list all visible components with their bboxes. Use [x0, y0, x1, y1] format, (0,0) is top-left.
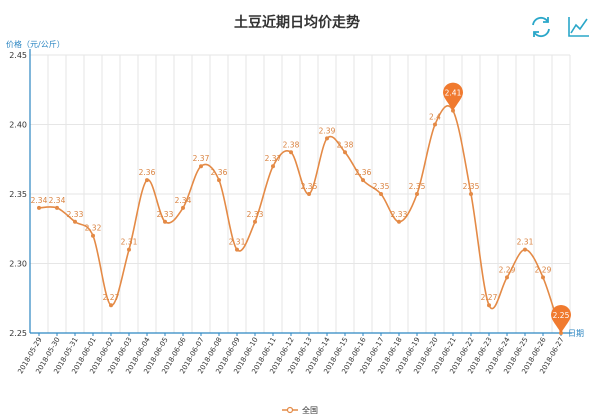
line-chart-icon[interactable]: [566, 14, 592, 40]
legend-label: 全国: [302, 405, 318, 415]
data-point: [235, 247, 239, 252]
data-label: 2.37: [265, 154, 282, 163]
data-point: [325, 136, 329, 141]
data-label: 2.36: [211, 168, 228, 177]
data-label: 2.35: [409, 182, 426, 191]
max-marker-label: 2.41: [445, 89, 462, 98]
data-label: 2.33: [247, 210, 264, 219]
data-label: 2.38: [337, 140, 354, 149]
y-axis-label: 价格（元/公斤）: [6, 39, 65, 49]
data-point: [145, 178, 149, 183]
data-label: 2.36: [355, 168, 372, 177]
legend[interactable]: 全国: [282, 405, 318, 415]
data-label: 2.27: [481, 293, 498, 302]
series-line-全国: [38, 105, 562, 334]
data-label: 2.27: [103, 293, 120, 302]
axis-layer: 2.252.302.352.402.452018-05-292018-05-30…: [9, 49, 572, 375]
data-point: [181, 205, 185, 210]
data-point: [505, 275, 509, 280]
data-point: [109, 303, 113, 308]
data-point: [397, 219, 401, 224]
refresh-icon[interactable]: [528, 14, 554, 40]
data-point: [469, 192, 473, 196]
data-point: [379, 192, 383, 196]
data-label: 2.34: [49, 196, 66, 205]
x-axis-label: 日期: [568, 329, 584, 338]
data-label: 2.31: [121, 238, 138, 247]
data-point: [217, 178, 221, 183]
data-point: [91, 233, 95, 238]
data-point: [541, 275, 545, 280]
data-label: 2.35: [373, 182, 390, 191]
data-label: 2.37: [193, 154, 210, 163]
data-point: [361, 178, 365, 183]
data-label: 2.29: [499, 265, 516, 274]
data-label: 2.33: [157, 210, 174, 219]
data-label: 2.34: [175, 196, 192, 205]
min-marker-label: 2.25: [553, 311, 570, 320]
data-label: 2.38: [283, 140, 300, 149]
marker-layer: 2.41 2.25: [443, 82, 571, 333]
y-tick-label: 2.30: [9, 260, 27, 269]
data-label: 2.31: [517, 238, 534, 247]
data-point: [199, 164, 203, 169]
data-label: 2.34: [31, 196, 48, 205]
data-point: [343, 150, 347, 155]
data-label: 2.33: [67, 210, 84, 219]
data-label: 2.35: [463, 182, 480, 191]
data-label-layer: 2.34 2.342.332.322.272.312.362.332.342.37…: [31, 113, 552, 303]
data-point: [433, 122, 437, 127]
y-tick-label: 2.45: [9, 51, 27, 60]
data-point: [307, 192, 311, 196]
data-point: [73, 219, 77, 224]
data-point: [37, 205, 41, 210]
data-point: [127, 247, 131, 252]
data-point: [487, 303, 491, 308]
y-tick-label: 2.25: [9, 329, 27, 338]
data-point: [55, 205, 59, 210]
max-marker-shape: [443, 82, 463, 111]
data-label: 2.29: [535, 265, 552, 274]
y-tick-label: 2.40: [9, 121, 27, 130]
chart-title: 土豆近期日均价走势: [234, 14, 360, 31]
data-label: 2.35: [301, 182, 318, 191]
data-label: 2.36: [139, 168, 156, 177]
min-marker-shape: [551, 305, 571, 333]
legend-dot-swatch: [286, 406, 294, 414]
data-point: [523, 247, 527, 252]
data-point: [253, 219, 257, 224]
y-tick-label: 2.35: [9, 190, 27, 199]
data-label: 2.4: [429, 113, 441, 122]
data-point: [163, 219, 167, 224]
data-label: 2.31: [229, 238, 246, 247]
data-point: [415, 192, 419, 196]
grid-layer: [29, 54, 571, 334]
max-marker: 2.41: [443, 82, 463, 111]
data-label: 2.39: [319, 126, 336, 135]
data-point: [271, 164, 275, 169]
data-label: 2.33: [391, 210, 408, 219]
min-marker: 2.25: [551, 305, 571, 333]
data-label: 2.32: [85, 224, 102, 233]
data-point: [289, 150, 293, 155]
